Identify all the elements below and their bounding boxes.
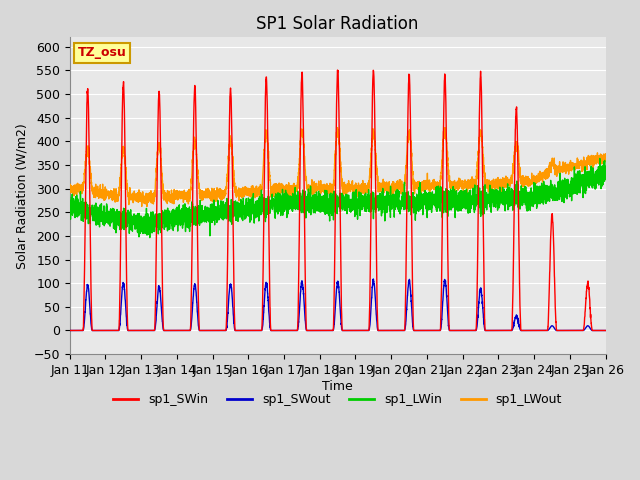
Line: sp1_LWin: sp1_LWin bbox=[70, 158, 605, 238]
sp1_SWout bbox=[66, 328, 74, 334]
X-axis label: Time: Time bbox=[323, 380, 353, 393]
sp1_LWout bbox=[602, 156, 609, 161]
sp1_LWout bbox=[488, 178, 496, 184]
sp1_LWout bbox=[163, 191, 170, 197]
sp1_SWin bbox=[66, 328, 74, 334]
sp1_LWin bbox=[458, 206, 465, 212]
sp1_SWin bbox=[602, 328, 609, 334]
sp1_LWin bbox=[163, 215, 170, 221]
sp1_SWin bbox=[317, 328, 325, 334]
sp1_LWin bbox=[601, 175, 609, 181]
sp1_SWin bbox=[488, 328, 496, 334]
Y-axis label: Solar Radiation (W/m2): Solar Radiation (W/m2) bbox=[15, 123, 28, 269]
sp1_LWin bbox=[488, 187, 496, 192]
sp1_SWin bbox=[333, 67, 341, 73]
sp1_LWin bbox=[146, 235, 154, 240]
Text: TZ_osu: TZ_osu bbox=[78, 47, 127, 60]
sp1_LWin bbox=[596, 156, 604, 161]
sp1_SWout bbox=[601, 328, 609, 334]
sp1_LWout bbox=[428, 185, 436, 191]
Line: sp1_SWin: sp1_SWin bbox=[70, 70, 605, 331]
sp1_LWout bbox=[317, 182, 325, 188]
sp1_LWin bbox=[317, 195, 325, 201]
Title: SP1 Solar Radiation: SP1 Solar Radiation bbox=[257, 15, 419, 33]
sp1_LWin bbox=[428, 197, 436, 203]
sp1_SWout bbox=[488, 328, 496, 334]
sp1_SWin bbox=[428, 328, 436, 334]
sp1_SWin bbox=[162, 328, 170, 334]
sp1_LWout bbox=[66, 183, 74, 189]
sp1_LWout bbox=[458, 180, 465, 185]
sp1_LWout bbox=[601, 157, 609, 163]
sp1_SWin bbox=[458, 328, 465, 334]
sp1_SWout bbox=[369, 276, 377, 282]
Legend: sp1_SWin, sp1_SWout, sp1_LWin, sp1_LWout: sp1_SWin, sp1_SWout, sp1_LWin, sp1_LWout bbox=[108, 388, 567, 411]
Line: sp1_LWout: sp1_LWout bbox=[70, 128, 605, 206]
sp1_SWout bbox=[317, 328, 325, 334]
sp1_SWout bbox=[458, 328, 465, 334]
sp1_SWout bbox=[428, 328, 436, 334]
sp1_LWout bbox=[441, 125, 449, 131]
sp1_LWin bbox=[602, 177, 609, 182]
sp1_LWout bbox=[143, 204, 151, 209]
sp1_LWin bbox=[66, 194, 74, 200]
Line: sp1_SWout: sp1_SWout bbox=[70, 279, 605, 331]
sp1_SWin bbox=[601, 328, 609, 334]
sp1_SWout bbox=[602, 328, 609, 334]
sp1_SWout bbox=[162, 328, 170, 334]
